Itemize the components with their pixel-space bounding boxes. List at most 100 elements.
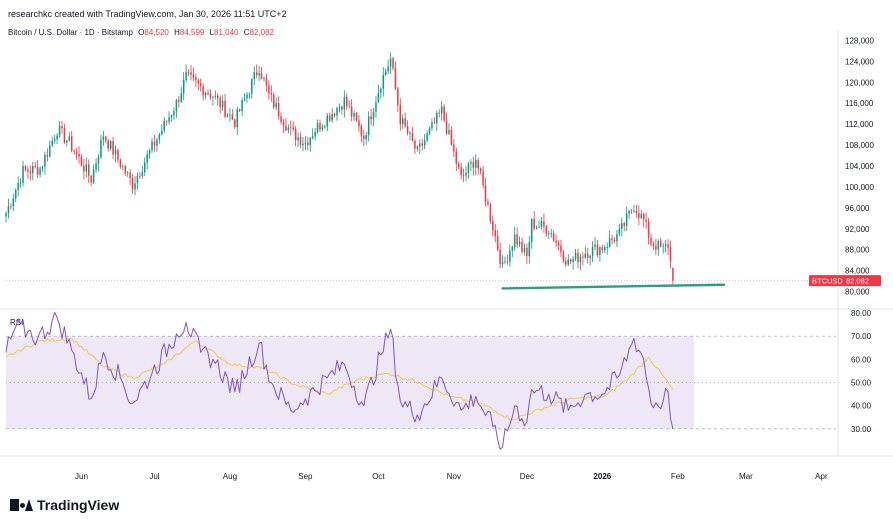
candle	[156, 140, 158, 146]
candle	[407, 126, 409, 133]
candle	[307, 143, 309, 146]
candle	[115, 150, 117, 155]
candle	[256, 72, 258, 75]
candle	[127, 172, 129, 173]
candle	[100, 140, 102, 157]
candle	[536, 227, 538, 229]
candle	[448, 130, 450, 134]
price-tick-label: 88,000	[845, 246, 870, 255]
candle	[246, 94, 248, 98]
candle	[195, 77, 197, 80]
tradingview-brand[interactable]: TradingView	[10, 497, 119, 513]
candle	[312, 136, 314, 138]
candle	[44, 155, 46, 167]
candle	[490, 204, 492, 221]
candle	[387, 66, 389, 71]
candle	[229, 115, 231, 116]
candle	[266, 78, 268, 85]
candle	[546, 226, 548, 233]
candle	[424, 140, 426, 145]
candle	[533, 219, 535, 229]
candle	[580, 257, 582, 263]
candle	[322, 127, 324, 130]
candle	[314, 132, 316, 136]
candle	[373, 112, 375, 120]
candle	[378, 93, 380, 102]
candle	[446, 120, 448, 133]
candle	[271, 93, 273, 94]
candle	[10, 206, 12, 207]
candle	[59, 126, 61, 135]
candle	[395, 68, 397, 88]
candle	[149, 150, 151, 154]
candle	[460, 167, 462, 175]
candle	[538, 227, 540, 228]
candle	[61, 126, 63, 128]
candle	[463, 175, 465, 176]
candle	[47, 155, 49, 156]
candle	[409, 133, 411, 134]
candle	[524, 248, 526, 252]
candle	[132, 178, 134, 189]
candle	[173, 111, 175, 115]
candle	[429, 128, 431, 133]
candle	[137, 176, 139, 184]
candle	[207, 93, 209, 94]
candle	[344, 97, 346, 110]
candle	[295, 129, 297, 140]
candle	[190, 72, 192, 74]
candle	[587, 254, 589, 258]
candle	[159, 134, 161, 139]
candle	[171, 115, 173, 117]
candle	[575, 253, 577, 259]
candle	[324, 127, 326, 128]
candle	[434, 122, 436, 123]
candle	[139, 176, 141, 177]
candle	[210, 94, 212, 98]
candle	[54, 139, 56, 140]
candle	[98, 157, 100, 163]
candle	[558, 243, 560, 246]
candle	[49, 145, 51, 156]
candle	[636, 211, 638, 213]
candle	[219, 98, 221, 107]
price-tick-label: 108,000	[845, 141, 874, 150]
price-tick-label: 128,000	[845, 36, 874, 45]
candle	[667, 244, 669, 247]
candle	[232, 115, 234, 120]
candle	[650, 238, 652, 244]
price-tick-label: 100,000	[845, 183, 874, 192]
candle	[638, 213, 640, 218]
candle	[385, 71, 387, 75]
candle	[249, 94, 251, 95]
candle	[436, 113, 438, 123]
candle	[251, 79, 253, 94]
candle	[665, 244, 667, 245]
candle	[341, 107, 343, 110]
candle	[258, 73, 260, 75]
candle	[616, 234, 618, 241]
candle	[117, 150, 119, 160]
candle	[227, 115, 229, 117]
price-tick-label: 120,000	[845, 78, 874, 87]
candle	[202, 86, 204, 95]
candle	[107, 141, 109, 149]
candle	[361, 126, 363, 136]
candle	[619, 229, 621, 234]
candle	[458, 164, 460, 168]
candle	[623, 223, 625, 226]
time-tick-label: Feb	[671, 472, 685, 481]
candle	[365, 135, 367, 139]
candle	[125, 166, 127, 173]
candle	[572, 259, 574, 262]
candle	[529, 242, 531, 256]
candle	[88, 164, 90, 175]
candle	[86, 164, 88, 171]
candle	[456, 152, 458, 164]
candle	[614, 240, 616, 242]
rsi-tick-label: 80.00	[851, 309, 872, 318]
candle	[93, 170, 95, 183]
candle	[20, 183, 22, 184]
candle	[568, 259, 570, 264]
